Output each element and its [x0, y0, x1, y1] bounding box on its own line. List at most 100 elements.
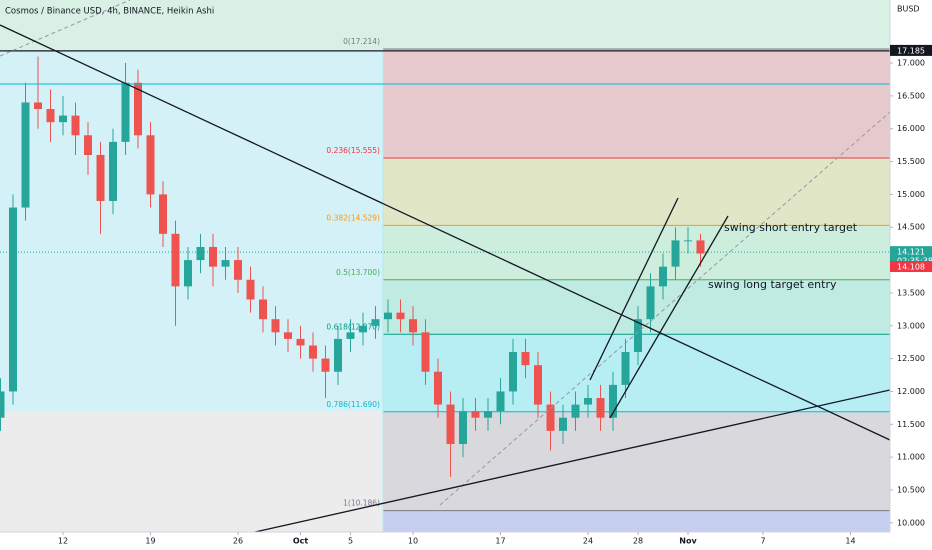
candle-body — [421, 332, 430, 372]
time-axis — [0, 532, 932, 550]
axis-unit: BUSD — [897, 5, 920, 14]
candle-body — [546, 404, 555, 431]
fib-band — [383, 411, 890, 511]
annotation: swing long target entry — [708, 278, 837, 291]
trend-line-dashed — [439, 111, 891, 506]
x-tick-label: 7 — [760, 537, 765, 546]
candle-body — [46, 109, 55, 123]
price-tag-label: 17.185 — [897, 46, 925, 55]
fib-label: 0.618(12.870) — [326, 322, 380, 331]
y-tick-label: 11.500 — [897, 420, 925, 429]
fib-label: 0.5(13.700) — [336, 268, 380, 277]
candle-body — [434, 371, 442, 405]
y-tick-label: 16.500 — [897, 91, 925, 100]
candle-body — [496, 391, 505, 412]
candle-body — [596, 398, 605, 418]
region — [0, 48, 383, 412]
price-tag — [890, 44, 932, 56]
candle-body — [309, 345, 317, 359]
candle-body — [209, 246, 217, 267]
x-tick-label: 12 — [58, 537, 68, 546]
candle-body — [296, 338, 305, 346]
annotation: swing short entry target — [724, 221, 858, 234]
candle-body — [134, 82, 142, 136]
candle-body — [196, 246, 205, 261]
y-tick-label: 13.000 — [897, 321, 925, 330]
price-tag-label: 14.121 — [897, 248, 925, 257]
y-tick-label: 12.500 — [897, 354, 925, 363]
x-tick-label: 14 — [845, 537, 855, 546]
candle-body — [234, 260, 242, 280]
x-tick-label: 19 — [145, 537, 155, 546]
fib-label: 0.382(14.529) — [326, 213, 380, 222]
candle-body — [96, 155, 105, 201]
x-tick-label: 28 — [633, 537, 643, 546]
fib-band — [383, 157, 890, 226]
fib-band — [383, 510, 890, 532]
candle-body — [34, 102, 42, 110]
candle-body — [634, 319, 642, 353]
y-tick-label: 17.000 — [897, 59, 925, 68]
candle-body — [59, 115, 67, 123]
candle-body — [246, 279, 255, 300]
y-tick-label: 10.000 — [897, 518, 925, 527]
y-tick-label: 15.000 — [897, 190, 925, 199]
drawings — [0, 0, 891, 533]
y-tick-label: 10.500 — [897, 485, 925, 494]
y-tick-label: 11.000 — [897, 453, 925, 462]
fib-label: 0.786(11.690) — [326, 400, 380, 409]
x-tick-label: Nov — [679, 537, 697, 546]
trend-line — [0, 24, 891, 441]
candle-body — [559, 417, 567, 431]
price-axis — [890, 0, 932, 550]
candle-body — [121, 82, 130, 142]
candle-body — [609, 384, 617, 418]
candle-body — [221, 260, 230, 267]
x-tick-label: 17 — [495, 537, 505, 546]
candle-body — [646, 286, 655, 320]
y-tick-label: 12.000 — [897, 387, 925, 396]
candle-body — [484, 411, 492, 418]
candle-body — [146, 135, 155, 195]
x-tick-label: 10 — [408, 537, 418, 546]
candle-body — [109, 141, 117, 201]
price-tag-label: 14.108 — [897, 262, 925, 271]
candle-body — [0, 391, 5, 418]
candle-body — [696, 240, 705, 254]
candle-body — [184, 260, 192, 287]
candle-body — [659, 266, 667, 287]
candle-body — [359, 325, 367, 333]
candles — [0, 56, 705, 477]
x-tick-label: Oct — [293, 537, 309, 546]
candle-body — [71, 115, 80, 136]
candle-body — [396, 312, 405, 320]
candle-body — [684, 240, 692, 242]
candle-body — [534, 365, 542, 405]
channel-line — [589, 197, 679, 381]
levels: 0(17.214) 0.236(15.555) 0.382(14.529) 0.5(1… — [0, 37, 890, 532]
fib-band — [383, 48, 890, 158]
candle-body — [171, 233, 180, 287]
candle-body — [84, 135, 92, 156]
candle-body — [446, 404, 455, 444]
candle-body — [21, 102, 30, 208]
candle-body — [9, 207, 17, 392]
candle-body — [371, 319, 380, 326]
y-tick-label: 13.500 — [897, 288, 925, 297]
candle-body — [284, 332, 292, 339]
y-tick-label: 15.500 — [897, 157, 925, 166]
candle-body — [409, 319, 417, 333]
fib-bands — [0, 0, 890, 532]
candle-body — [571, 404, 580, 418]
price-tag — [890, 260, 932, 272]
candle-body — [584, 398, 592, 405]
x-tick-label: 26 — [233, 537, 243, 546]
candle-body — [509, 352, 517, 392]
candle-body — [384, 312, 392, 320]
candle-body — [459, 411, 467, 444]
fib-label: 0(17.214) — [343, 37, 380, 46]
y-tick-label: 14.500 — [897, 223, 925, 232]
candle-body — [521, 352, 530, 366]
x-tick-label: 5 — [348, 537, 353, 546]
